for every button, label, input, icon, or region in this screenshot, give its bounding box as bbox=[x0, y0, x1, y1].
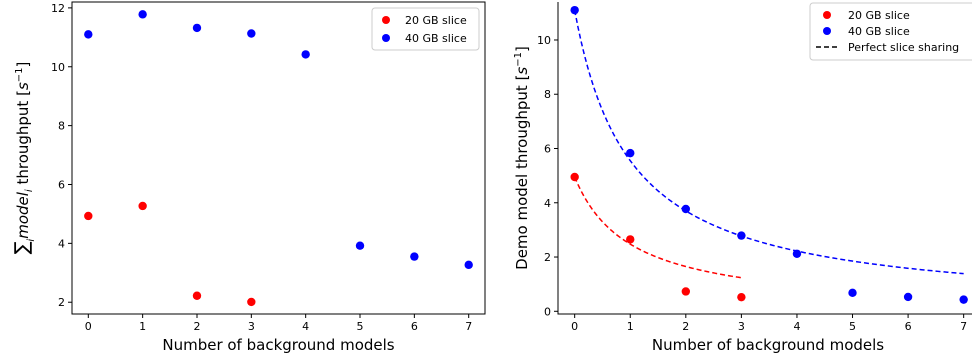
left-y-tick-label: 6 bbox=[58, 178, 65, 191]
left-y-exp: −1 bbox=[14, 67, 25, 82]
right-y-tick-label: 0 bbox=[544, 305, 551, 318]
left-points bbox=[84, 10, 473, 307]
right-legend-label-perfect: Perfect slice sharing bbox=[848, 41, 959, 54]
right-data-point bbox=[792, 249, 802, 258]
left-legend-label-20gb: 20 GB slice bbox=[405, 14, 467, 27]
left-y-axis-label: ∑imodeli throughput [s−1] bbox=[11, 62, 37, 255]
left-x-axis-label: Number of background models bbox=[162, 336, 394, 354]
left-data-point bbox=[192, 23, 202, 33]
left-legend-box bbox=[371, 7, 480, 51]
left-x-tick-label: 5 bbox=[357, 320, 364, 333]
right-data-point bbox=[737, 292, 746, 302]
left-data-point bbox=[464, 260, 473, 270]
right-x-tick-label: 5 bbox=[849, 320, 856, 333]
left-x-tick-label: 0 bbox=[85, 320, 92, 333]
right-y-text: Demo model throughput [ bbox=[513, 75, 531, 270]
left-y-model: model bbox=[14, 191, 32, 239]
left-data-point bbox=[138, 201, 147, 211]
left-y-tick-label: 10 bbox=[51, 61, 65, 74]
right-legend-label-20gb: 20 GB slice bbox=[848, 9, 910, 22]
right-data-point bbox=[681, 287, 691, 296]
right-data-point bbox=[959, 295, 968, 304]
right-x-axis-label: Number of background models bbox=[652, 336, 884, 354]
left-data-point bbox=[247, 297, 256, 307]
right-x-tick-label: 3 bbox=[738, 320, 745, 333]
left-data-point bbox=[355, 241, 365, 250]
right-data-point bbox=[626, 235, 635, 244]
right-data-point bbox=[848, 288, 857, 298]
right-ticks: 0 1 2 3 4 5 6 7 0 2 4 6 8 10 bbox=[537, 34, 967, 333]
right-data-point bbox=[681, 204, 691, 214]
right-y-close: ] bbox=[513, 46, 531, 52]
right-plot-axes bbox=[557, 2, 972, 315]
left-x-tick-label: 6 bbox=[411, 320, 418, 333]
left-y-sum-sub: i bbox=[26, 239, 37, 242]
right-y-unit: s bbox=[513, 67, 531, 75]
right-curves bbox=[573, 9, 964, 279]
left-y-tick-label: 4 bbox=[58, 237, 65, 250]
left-y-tick-label: 2 bbox=[58, 296, 65, 309]
left-y-tick-label: 12 bbox=[51, 2, 65, 15]
right-x-tick-label: 2 bbox=[682, 320, 689, 333]
right-legend: 20 GB slice 40 GB slice Perfect slice sh… bbox=[809, 2, 972, 61]
right-data-point bbox=[626, 148, 635, 158]
left-legend-label-40gb: 40 GB slice bbox=[405, 32, 467, 45]
right-y-tick-label: 4 bbox=[544, 197, 551, 210]
left-y-model-sub: i bbox=[24, 189, 35, 192]
right-legend-marker-20gb bbox=[823, 11, 831, 19]
right-data-point bbox=[570, 5, 579, 15]
left-x-tick-label: 3 bbox=[248, 320, 255, 333]
right-legend-box bbox=[809, 2, 972, 61]
right-x-tick-label: 0 bbox=[571, 320, 578, 333]
left-y-sum: ∑ bbox=[11, 241, 33, 254]
left-data-point bbox=[84, 211, 93, 221]
left-data-point bbox=[84, 30, 93, 39]
right-y-axis-label: Demo model throughput [s−1] bbox=[513, 46, 531, 270]
right-x-tick-label: 4 bbox=[793, 320, 800, 333]
left-data-point bbox=[192, 291, 202, 300]
left-y-tick-label: 8 bbox=[58, 120, 65, 133]
left-data-point bbox=[247, 29, 256, 38]
right-y-tick-label: 6 bbox=[544, 143, 551, 156]
left-data-point bbox=[410, 252, 419, 261]
right-legend-marker-40gb bbox=[823, 27, 831, 35]
right-data-point bbox=[737, 231, 746, 240]
right-legend-label-40gb: 40 GB slice bbox=[848, 25, 910, 38]
right-y-exp: −1 bbox=[513, 52, 524, 67]
left-legend-marker-40gb bbox=[382, 34, 390, 42]
left-data-point bbox=[301, 50, 310, 59]
right-x-tick-label: 1 bbox=[627, 320, 634, 333]
left-data-point bbox=[138, 10, 147, 19]
right-chart: 0 1 2 3 4 5 6 7 0 2 4 6 8 10 Number of background mod… bbox=[513, 2, 972, 354]
left-legend: 20 GB slice 40 GB slice bbox=[371, 7, 480, 51]
left-x-tick-label: 4 bbox=[302, 320, 309, 333]
right-y-tick-label: 2 bbox=[544, 251, 551, 264]
right-x-tick-label: 6 bbox=[905, 320, 912, 333]
right-perfect-sharing-curve bbox=[573, 176, 742, 279]
right-x-tick-label: 7 bbox=[960, 320, 967, 333]
left-y-rest: throughput [ bbox=[14, 90, 32, 189]
left-legend-marker-20gb bbox=[382, 16, 390, 24]
left-x-tick-label: 2 bbox=[193, 320, 200, 333]
left-plot-frame bbox=[71, 1, 486, 315]
right-y-tick-label: 8 bbox=[544, 88, 551, 101]
left-x-tick-label: 7 bbox=[465, 320, 472, 333]
left-y-close: ] bbox=[14, 62, 32, 68]
right-points bbox=[570, 5, 968, 304]
left-y-unit: s bbox=[14, 82, 32, 90]
right-y-tick-label: 10 bbox=[537, 34, 551, 47]
right-data-point bbox=[903, 292, 913, 302]
left-x-tick-label: 1 bbox=[139, 320, 146, 333]
right-perfect-sharing-curve bbox=[573, 9, 964, 275]
right-data-point bbox=[570, 172, 579, 182]
